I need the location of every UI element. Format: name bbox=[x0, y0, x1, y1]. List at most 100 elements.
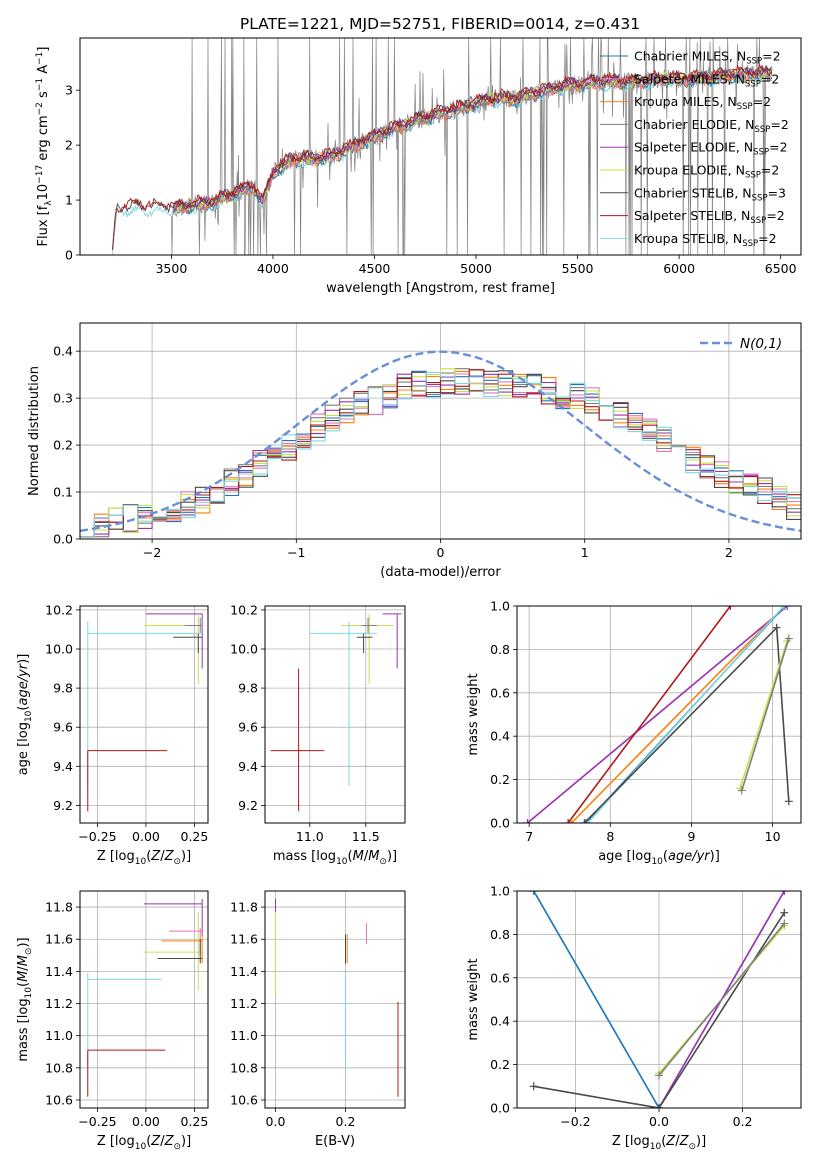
x-tick-label: 6500 bbox=[765, 261, 797, 276]
x-tick-label: 11.0 bbox=[296, 829, 324, 844]
x-tick-label: 10 bbox=[765, 829, 781, 844]
label-part: Normed distribution bbox=[27, 366, 42, 496]
x-axis-label: (data-model)/error bbox=[380, 565, 501, 580]
x-tick-label: 9 bbox=[687, 829, 695, 844]
x-tick-label: −2 bbox=[143, 545, 161, 560]
mass-weight-line bbox=[534, 891, 659, 1108]
label-part: −1 bbox=[35, 78, 45, 91]
x-tick-label: 7 bbox=[525, 829, 533, 844]
x-tick-label: 8 bbox=[606, 829, 614, 844]
x-tick-label: 0.2 bbox=[336, 1114, 356, 1129]
x-tick-label: 0.00 bbox=[132, 829, 160, 844]
y-tick-label: 2 bbox=[65, 138, 73, 153]
label-part: age/yr bbox=[668, 849, 711, 864]
mass_vs_EBV-plot-area bbox=[265, 891, 405, 1108]
label-part: age [log bbox=[598, 849, 651, 864]
x-tick-label: −0.25 bbox=[78, 1114, 116, 1129]
label-part: 10 bbox=[36, 184, 51, 201]
x-tick-label: 0.25 bbox=[181, 829, 209, 844]
label-part: A bbox=[36, 65, 51, 78]
x-axis-label: wavelength [Angstrom, rest frame] bbox=[326, 281, 555, 296]
label-part: )] bbox=[16, 937, 31, 947]
y-tick-label: 9.8 bbox=[238, 681, 258, 696]
label-part: SSP bbox=[753, 148, 769, 158]
y-tick-label: 9.4 bbox=[53, 759, 73, 774]
y-axis-label: Normed distribution bbox=[27, 366, 42, 496]
label-part: −1 bbox=[35, 52, 45, 65]
y-tick-label: 10.2 bbox=[45, 602, 73, 617]
x-tick-label: 0.0 bbox=[266, 1114, 286, 1129]
label-part: Flux [f bbox=[36, 205, 51, 246]
mass_vs_EBV-panel: 0.0 0.210.610.811.011.211.411.611.8E(B-V) bbox=[230, 891, 405, 1149]
label-part: M bbox=[16, 955, 31, 966]
legend-label: Kroupa ELODIE, NSSP=2 bbox=[634, 163, 779, 181]
label-part: Z [log bbox=[97, 849, 135, 864]
figure-title: PLATE=1221, MJD=52751, FIBERID=0014, z=0… bbox=[240, 15, 640, 33]
label-part: mass weight bbox=[466, 958, 481, 1040]
y-tick-label: 0.1 bbox=[53, 485, 73, 500]
y-tick-label: 11.4 bbox=[45, 964, 73, 979]
y-axis-label: mass weight bbox=[466, 958, 481, 1040]
label-part: =2 bbox=[766, 208, 784, 223]
x-tick-label: 3500 bbox=[155, 261, 187, 276]
label-part: 10 bbox=[336, 857, 348, 867]
x-axis-label: Z [log10(Z/Z⊙)] bbox=[97, 1134, 191, 1152]
plus-marker bbox=[738, 786, 746, 794]
label-part: mass weight bbox=[466, 673, 481, 755]
label-part: 10 bbox=[651, 857, 663, 867]
legend-label: Chabrier MILES, NSSP=2 bbox=[634, 49, 781, 67]
label-part: age [log bbox=[16, 722, 31, 775]
label-part: M bbox=[368, 849, 379, 864]
figure: PLATE=1221, MJD=52751, FIBERID=0014, z=0… bbox=[0, 0, 819, 1170]
label-part: =3 bbox=[768, 185, 786, 200]
y-tick-label: 0.4 bbox=[490, 1014, 510, 1029]
y-tick-label: 0.8 bbox=[490, 642, 510, 657]
label-part: −17 bbox=[35, 165, 45, 184]
label-part: M bbox=[16, 971, 31, 982]
y-tick-label: 11.2 bbox=[45, 996, 73, 1011]
plus-marker bbox=[530, 1082, 538, 1090]
y-tick-label: 10.8 bbox=[45, 1060, 73, 1075]
label-part: Salpeter MILES, N bbox=[634, 71, 745, 86]
label-part: )] bbox=[696, 1134, 706, 1149]
x-tick-label: 2 bbox=[725, 545, 733, 560]
label-part: −2 bbox=[35, 102, 45, 115]
mass-weight-line bbox=[568, 606, 730, 823]
y-tick-label: 10.0 bbox=[45, 642, 73, 657]
y-tick-label: 10.6 bbox=[230, 1092, 258, 1107]
x-axis-label: mass [log10(M/M⊙)] bbox=[273, 849, 397, 867]
label-part: )] bbox=[710, 849, 720, 864]
y-tick-label: 0.2 bbox=[490, 772, 510, 787]
label-part: Kroupa STELIB, N bbox=[634, 231, 742, 246]
spectrum-panel: 3500 4000 4500 5000 5500 6000 6500 0 1 2 3 waveleng… bbox=[35, 38, 801, 296]
y-tick-label: 9.4 bbox=[238, 759, 258, 774]
x-axis-label: Z [log10(Z/Z⊙)] bbox=[97, 849, 191, 867]
axes-frame bbox=[80, 606, 208, 823]
label-part: s bbox=[36, 91, 51, 102]
label-part: E(B-V) bbox=[315, 1134, 355, 1149]
y-tick-label: 10.2 bbox=[230, 602, 258, 617]
y-tick-label: 9.8 bbox=[53, 681, 73, 696]
y-tick-label: 1.0 bbox=[490, 884, 510, 899]
label-part: ⊙ bbox=[173, 1142, 181, 1152]
label-part: SSP bbox=[750, 216, 766, 226]
x-tick-label: 5000 bbox=[460, 261, 492, 276]
y-tick-label: 11.0 bbox=[45, 1028, 73, 1043]
y-tick-label: 11.8 bbox=[230, 900, 258, 915]
label-part: =2 bbox=[753, 94, 771, 109]
label-part: SSP bbox=[746, 57, 762, 67]
label-part: ] bbox=[36, 47, 51, 52]
label-part: erg cm bbox=[36, 115, 51, 164]
y-tick-label: 9.6 bbox=[238, 720, 258, 735]
x-tick-label: −0.25 bbox=[78, 829, 116, 844]
age_vs_mass-panel: 11.0 11.59.29.49.69.810.010.2mass [log10(… bbox=[230, 602, 405, 867]
label-part: Z [log bbox=[97, 1134, 135, 1149]
age_vs_Z-plot-area bbox=[80, 606, 208, 823]
y-axis-label: mass weight bbox=[466, 673, 481, 755]
y-tick-label: 11.8 bbox=[45, 900, 73, 915]
y-tick-label: 11.6 bbox=[45, 932, 73, 947]
y-tick-label: 0.0 bbox=[490, 1101, 510, 1116]
plus-marker bbox=[780, 909, 788, 917]
label-part: Chabrier STELIB, N bbox=[634, 185, 752, 200]
axes-frame bbox=[80, 891, 208, 1108]
